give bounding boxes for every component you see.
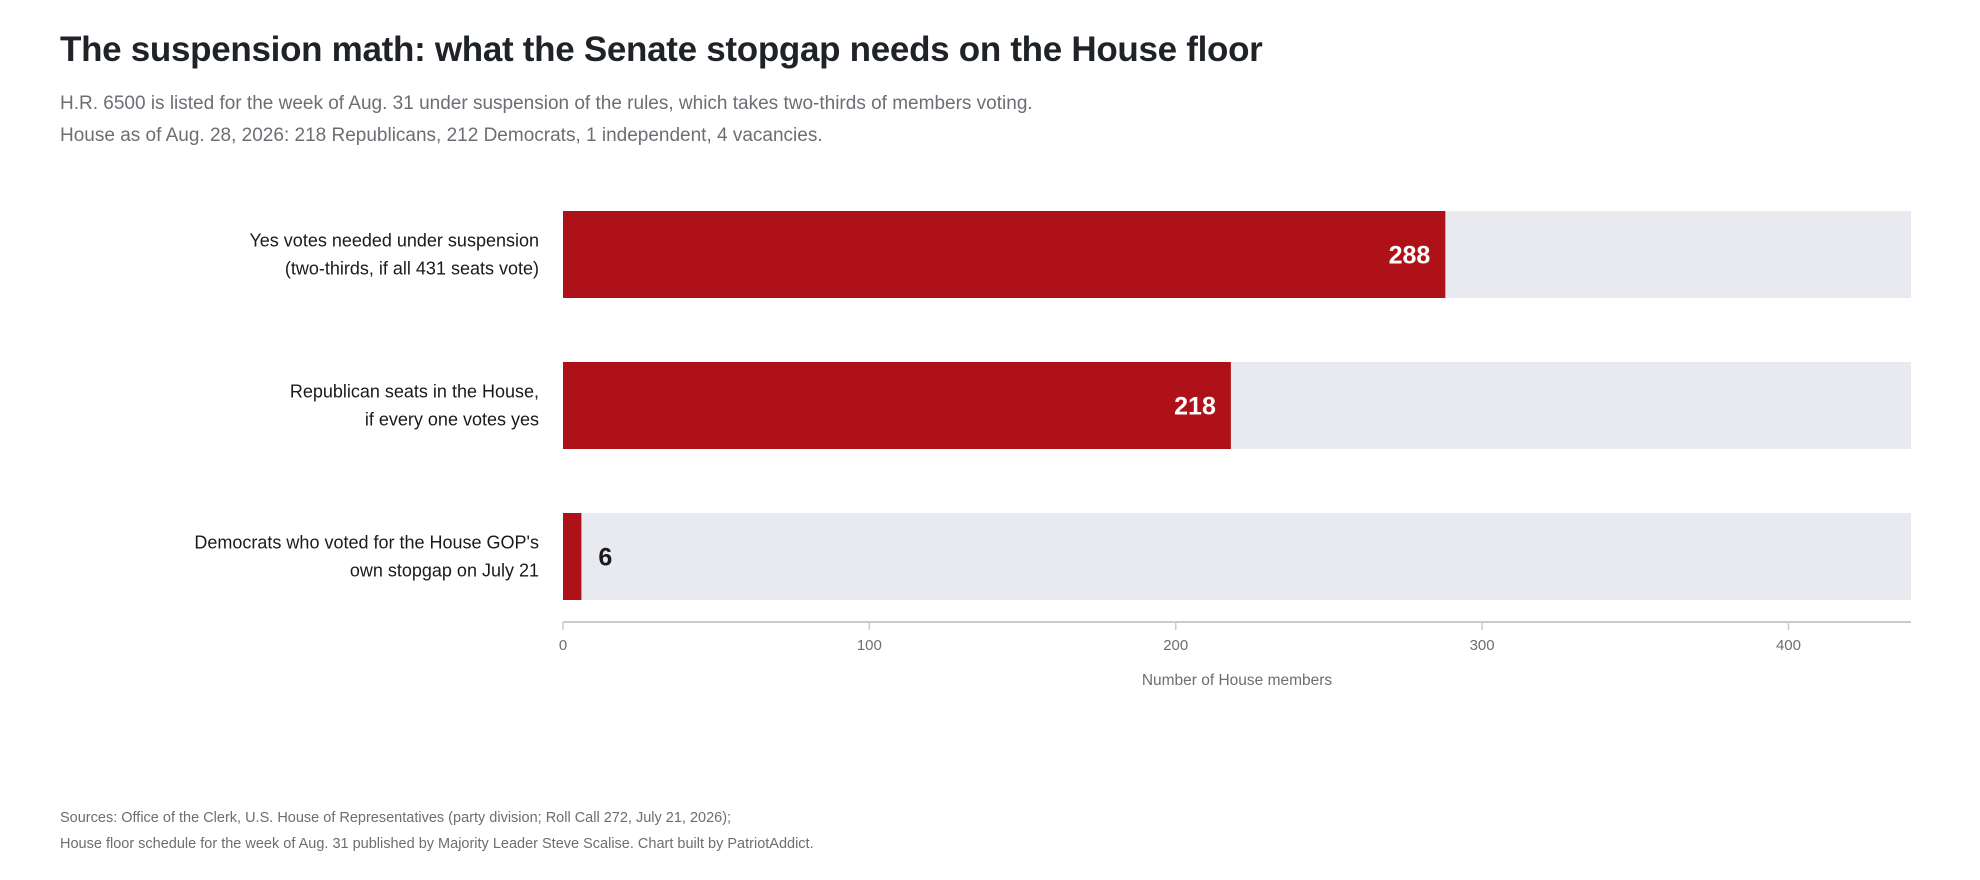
chart-subtitle-line-2: House as of Aug. 28, 2026: 218 Republica…	[60, 125, 823, 146]
category-label-2-line-0: Democrats who voted for the House GOP's	[194, 533, 539, 553]
bar-1	[563, 362, 1231, 449]
chart-subtitle-line-1: H.R. 6500 is listed for the week of Aug.…	[60, 93, 1033, 114]
data-label-1: 218	[1174, 393, 1216, 421]
data-label-0: 288	[1389, 242, 1431, 270]
x-tick-label-3: 300	[1470, 637, 1495, 654]
data-label-2: 6	[598, 544, 612, 572]
bar-2	[563, 513, 582, 600]
source-note-line-1: Sources: Office of the Clerk, U.S. House…	[60, 810, 732, 826]
bar-0	[563, 211, 1446, 298]
x-tick-label-2: 200	[1163, 637, 1188, 654]
category-label-2-line-1: own stopgap on July 21	[350, 561, 539, 581]
source-note-line-2: House floor schedule for the week of Aug…	[60, 836, 814, 852]
category-label-1-line-1: if every one votes yes	[365, 410, 539, 430]
category-label-0-line-1: (two-thirds, if all 431 seats vote)	[285, 259, 539, 279]
bar-chart: 288 Yes votes needed under suspension (two…	[194, 211, 1911, 689]
category-label-0-line-0: Yes votes needed under suspension	[249, 231, 539, 251]
x-tick-label-0: 0	[559, 637, 567, 654]
category-label-1-line-0: Republican seats in the House,	[290, 382, 539, 402]
x-tick-label-4: 400	[1776, 637, 1801, 654]
chart-title: The suspension math: what the Senate sto…	[60, 30, 1263, 69]
bar-track-2	[563, 513, 1911, 600]
x-axis-title: Number of House members	[1142, 672, 1333, 689]
x-tick-label-1: 100	[857, 637, 882, 654]
